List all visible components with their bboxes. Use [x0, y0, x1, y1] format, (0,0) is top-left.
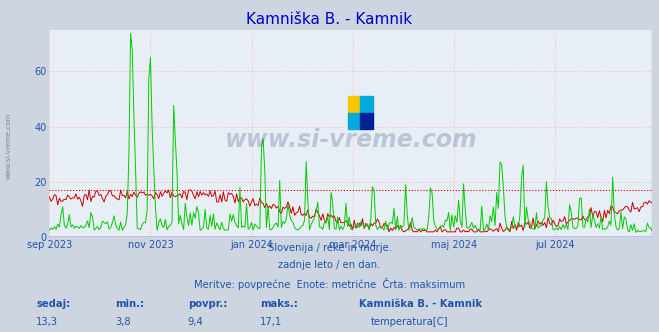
- Text: 3,8: 3,8: [115, 317, 131, 327]
- Text: Kamniška B. - Kamnik: Kamniška B. - Kamnik: [359, 299, 482, 309]
- Text: maks.:: maks.:: [260, 299, 298, 309]
- Bar: [360, 113, 373, 129]
- Text: 17,1: 17,1: [260, 317, 283, 327]
- Text: povpr.:: povpr.:: [188, 299, 227, 309]
- Text: min.:: min.:: [115, 299, 144, 309]
- Bar: [348, 113, 360, 129]
- Text: Kamniška B. - Kamnik: Kamniška B. - Kamnik: [246, 12, 413, 27]
- Text: Slovenija / reke in morje.: Slovenija / reke in morje.: [268, 243, 391, 253]
- Text: sedaj:: sedaj:: [36, 299, 71, 309]
- Text: www.si-vreme.com: www.si-vreme.com: [225, 128, 477, 152]
- Text: Meritve: povprečne  Enote: metrične  Črta: maksimum: Meritve: povprečne Enote: metrične Črta:…: [194, 278, 465, 290]
- Text: zadnje leto / en dan.: zadnje leto / en dan.: [278, 260, 381, 270]
- Bar: [348, 96, 360, 113]
- Bar: [360, 96, 373, 113]
- Text: 13,3: 13,3: [36, 317, 58, 327]
- Text: temperatura[C]: temperatura[C]: [370, 317, 448, 327]
- Text: www.si-vreme.com: www.si-vreme.com: [5, 113, 11, 179]
- Text: 9,4: 9,4: [188, 317, 204, 327]
